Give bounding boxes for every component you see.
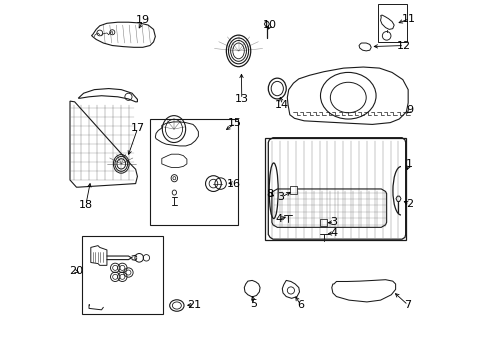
Text: 11: 11 bbox=[402, 14, 416, 24]
Bar bbox=[150, 119, 238, 225]
Text: 16: 16 bbox=[227, 179, 241, 189]
Text: 1: 1 bbox=[406, 159, 413, 169]
Text: 5: 5 bbox=[250, 299, 257, 309]
Bar bbox=[265, 138, 406, 240]
Text: 4: 4 bbox=[275, 215, 282, 224]
Text: 3: 3 bbox=[330, 217, 338, 227]
Text: 19: 19 bbox=[136, 15, 150, 26]
Text: 4: 4 bbox=[330, 228, 338, 238]
Bar bbox=[82, 235, 163, 315]
Text: 9: 9 bbox=[406, 105, 414, 115]
Text: 15: 15 bbox=[228, 118, 242, 128]
Text: 7: 7 bbox=[404, 300, 412, 310]
Bar bbox=[320, 219, 327, 226]
Text: 12: 12 bbox=[397, 41, 411, 50]
Text: 18: 18 bbox=[78, 200, 93, 210]
Text: 21: 21 bbox=[187, 300, 201, 310]
Text: 14: 14 bbox=[275, 100, 290, 110]
Text: 13: 13 bbox=[234, 94, 248, 104]
Text: 3: 3 bbox=[277, 192, 284, 202]
Bar bbox=[290, 186, 297, 194]
Text: 8: 8 bbox=[266, 189, 273, 199]
Text: 2: 2 bbox=[406, 199, 413, 210]
Text: 20: 20 bbox=[69, 266, 83, 276]
Text: 6: 6 bbox=[297, 300, 304, 310]
Text: 17: 17 bbox=[130, 123, 145, 133]
Text: 10: 10 bbox=[263, 20, 277, 30]
Bar bbox=[378, 4, 407, 42]
